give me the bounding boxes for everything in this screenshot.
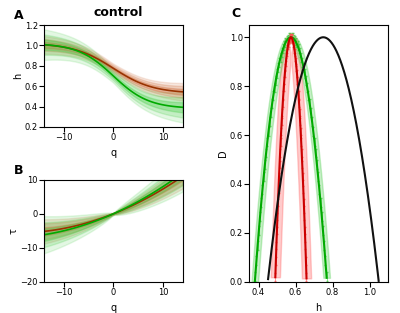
X-axis label: q: q — [110, 148, 116, 158]
Text: C: C — [231, 7, 240, 20]
Text: control: control — [93, 6, 143, 19]
Y-axis label: h: h — [13, 73, 23, 79]
X-axis label: q: q — [110, 302, 116, 312]
Text: B: B — [14, 164, 23, 177]
Y-axis label: τ: τ — [9, 228, 19, 234]
X-axis label: h: h — [316, 302, 322, 312]
Y-axis label: D: D — [218, 150, 228, 157]
Text: A: A — [14, 9, 23, 22]
